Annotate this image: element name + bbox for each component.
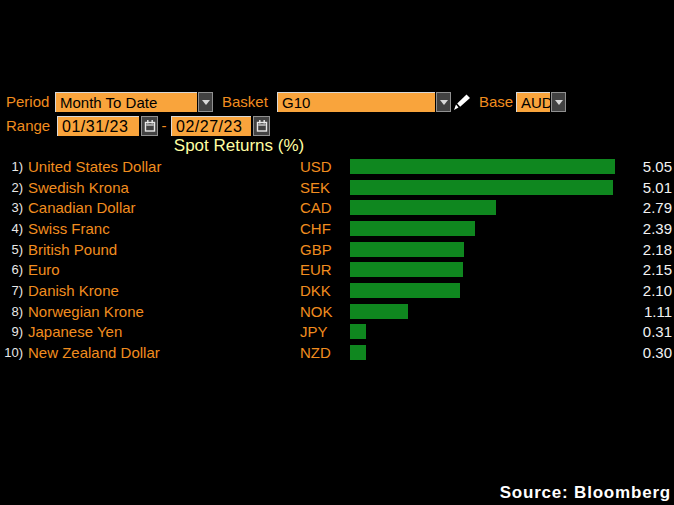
currency-code: NOK: [300, 303, 350, 320]
edit-basket-button[interactable]: [452, 92, 473, 112]
table-row: 2) Swedish Krona SEK 5.01: [0, 177, 674, 198]
table-row: 5) British Pound GBP 2.18: [0, 239, 674, 260]
currency-code: USD: [300, 158, 350, 175]
row-rank: 1): [2, 159, 23, 174]
return-bar: [350, 221, 475, 236]
chevron-down-icon: [555, 100, 563, 105]
base-label: Base: [479, 92, 513, 112]
return-value: 0.30: [618, 344, 674, 361]
period-dropdown-arrow-button[interactable]: [198, 92, 213, 112]
currency-code: CHF: [300, 220, 350, 237]
return-value: 2.15: [618, 261, 674, 278]
range-start-calendar-button[interactable]: [141, 116, 158, 136]
chevron-down-icon: [202, 100, 210, 105]
period-label: Period: [6, 92, 49, 112]
currency-name: United States Dollar: [28, 158, 300, 175]
return-value: 5.05: [618, 158, 674, 175]
row-rank: 3): [2, 200, 23, 215]
return-value: 1.11: [618, 303, 674, 320]
chart-title: Spot Returns (%): [0, 136, 478, 156]
calendar-icon: [256, 119, 268, 133]
row-rank: 4): [2, 221, 23, 236]
currency-name: Japanese Yen: [28, 323, 300, 340]
return-value: 2.18: [618, 241, 674, 258]
base-dropdown-arrow-button[interactable]: [551, 92, 566, 112]
currency-code: GBP: [300, 241, 350, 258]
currency-name: Swiss Franc: [28, 220, 300, 237]
table-row: 8) Norwegian Krone NOK 1.11: [0, 301, 674, 322]
table-row: 6) Euro EUR 2.15: [0, 259, 674, 280]
return-bar: [350, 180, 613, 195]
currency-name: Danish Krone: [28, 282, 300, 299]
return-value: 2.39: [618, 220, 674, 237]
pencil-icon: [452, 92, 473, 112]
currency-name: British Pound: [28, 241, 300, 258]
range-end-calendar-button[interactable]: [253, 116, 270, 136]
range-label: Range: [6, 116, 50, 136]
table-row: 9) Japanese Yen JPY 0.31: [0, 322, 674, 343]
bar-track: [350, 242, 618, 257]
range-start-input[interactable]: 01/31/23: [57, 116, 139, 136]
bar-track: [350, 159, 618, 174]
return-bar: [350, 242, 464, 257]
bar-track: [350, 283, 618, 298]
row-rank: 2): [2, 180, 23, 195]
return-bar: [350, 283, 460, 298]
bar-track: [350, 221, 618, 236]
bar-track: [350, 304, 618, 319]
bar-track: [350, 324, 618, 339]
row-rank: 8): [2, 304, 23, 319]
currency-name: New Zealand Dollar: [28, 344, 300, 361]
spot-returns-list: 1) United States Dollar USD 5.05 2) Swed…: [0, 156, 674, 363]
period-dropdown[interactable]: Month To Date: [55, 92, 197, 112]
return-value: 2.79: [618, 199, 674, 216]
row-rank: 5): [2, 242, 23, 257]
basket-dropdown-arrow-button[interactable]: [436, 92, 451, 112]
return-value: 0.31: [618, 323, 674, 340]
basket-dropdown[interactable]: G10: [277, 92, 435, 112]
return-bar: [350, 159, 615, 174]
return-bar: [350, 262, 463, 277]
currency-code: DKK: [300, 282, 350, 299]
chevron-down-icon: [440, 100, 448, 105]
table-row: 3) Canadian Dollar CAD 2.79: [0, 197, 674, 218]
return-bar: [350, 200, 496, 215]
bloomberg-spot-returns-screen: Period Month To Date Basket G10 Base AUD…: [0, 0, 674, 505]
table-row: 4) Swiss Franc CHF 2.39: [0, 218, 674, 239]
table-row: 1) United States Dollar USD 5.05: [0, 156, 674, 177]
range-separator: -: [159, 116, 169, 136]
currency-code: EUR: [300, 261, 350, 278]
calendar-icon: [144, 119, 156, 133]
table-row: 7) Danish Krone DKK 2.10: [0, 280, 674, 301]
return-value: 5.01: [618, 179, 674, 196]
return-bar: [350, 345, 366, 360]
return-bar: [350, 304, 408, 319]
currency-name: Canadian Dollar: [28, 199, 300, 216]
return-value: 2.10: [618, 282, 674, 299]
base-dropdown[interactable]: AUD: [516, 92, 550, 112]
bar-track: [350, 345, 618, 360]
bar-track: [350, 262, 618, 277]
source-credit: Source: Bloomberg: [500, 483, 671, 503]
currency-code: NZD: [300, 344, 350, 361]
row-rank: 10): [2, 345, 23, 360]
row-rank: 6): [2, 262, 23, 277]
bar-track: [350, 180, 618, 195]
currency-name: Norwegian Krone: [28, 303, 300, 320]
range-end-input[interactable]: 02/27/23: [171, 116, 251, 136]
currency-code: SEK: [300, 179, 350, 196]
currency-name: Swedish Krona: [28, 179, 300, 196]
basket-label: Basket: [222, 92, 268, 112]
currency-name: Euro: [28, 261, 300, 278]
row-rank: 9): [2, 324, 23, 339]
bar-track: [350, 200, 618, 215]
row-rank: 7): [2, 283, 23, 298]
table-row: 10) New Zealand Dollar NZD 0.30: [0, 342, 674, 363]
currency-code: CAD: [300, 199, 350, 216]
return-bar: [350, 324, 366, 339]
currency-code: JPY: [300, 323, 350, 340]
